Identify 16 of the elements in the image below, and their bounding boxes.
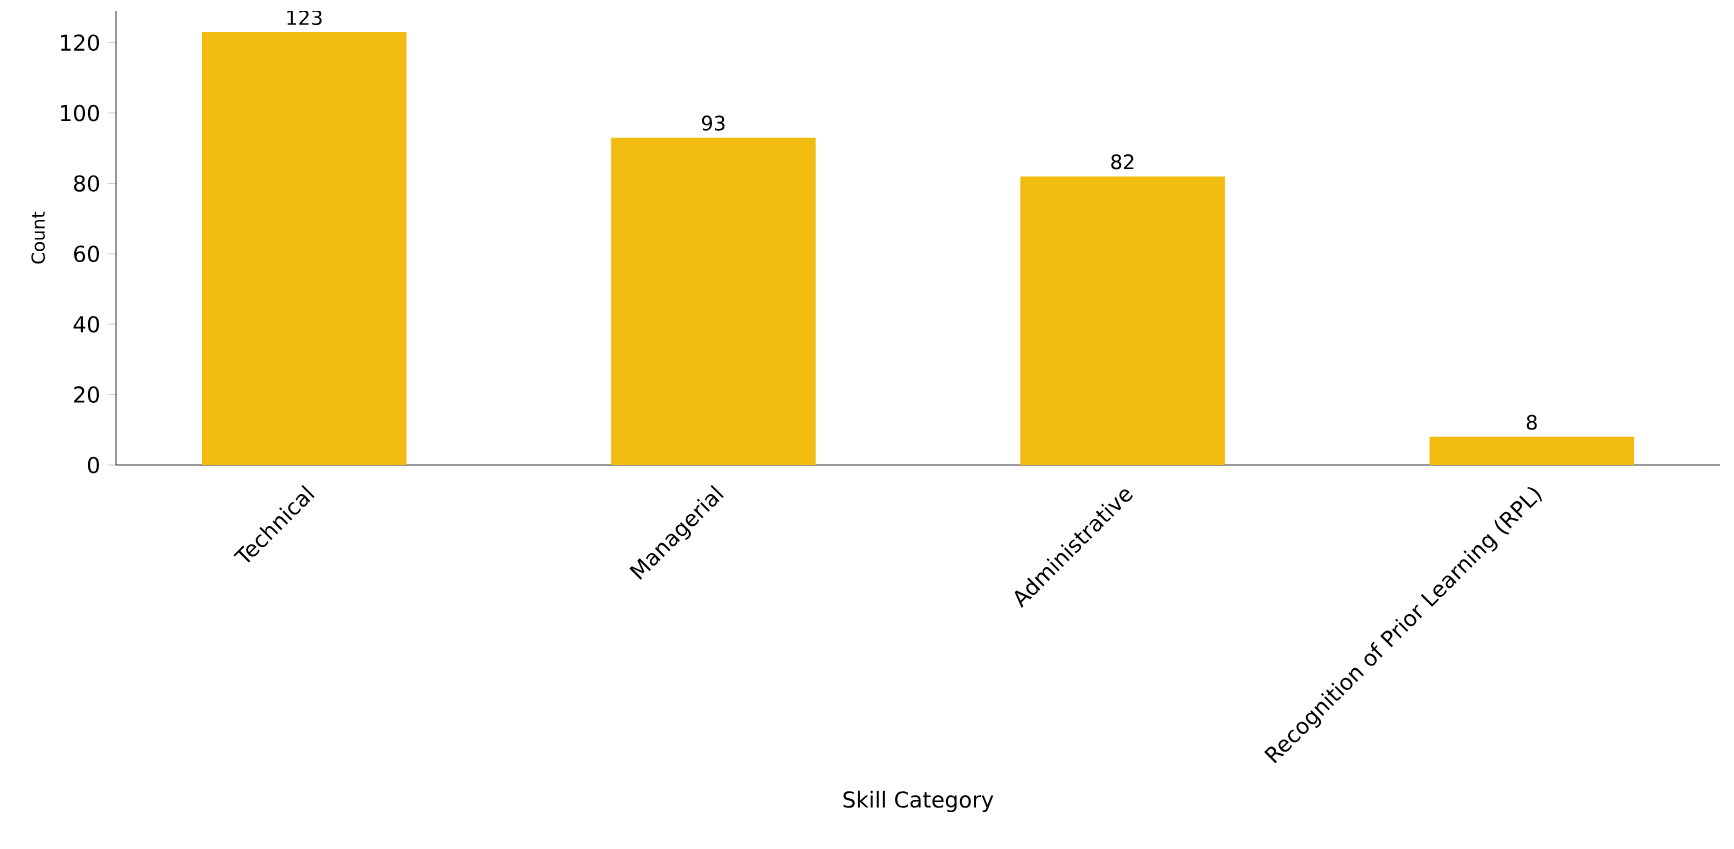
y-tick-label: 0: [87, 456, 99, 474]
bar: [1020, 176, 1225, 465]
bar: [201, 32, 407, 465]
bar: [611, 137, 816, 465]
y-tick-label: 40: [73, 315, 99, 333]
y-tick-label: 120: [61, 34, 99, 51]
data-label: 82: [1111, 154, 1134, 170]
y-axis-title: Count: [31, 211, 45, 264]
data-label: 93: [701, 115, 725, 131]
x-axis-title: Skill Category: [843, 790, 994, 813]
bar: [1429, 436, 1635, 465]
y-tick-label: 80: [74, 175, 99, 192]
data-label: 8: [1526, 414, 1537, 430]
y-tick-label: 60: [74, 245, 99, 263]
y-tick-label: 100: [61, 104, 99, 122]
y-tick-label: 20: [74, 386, 99, 403]
